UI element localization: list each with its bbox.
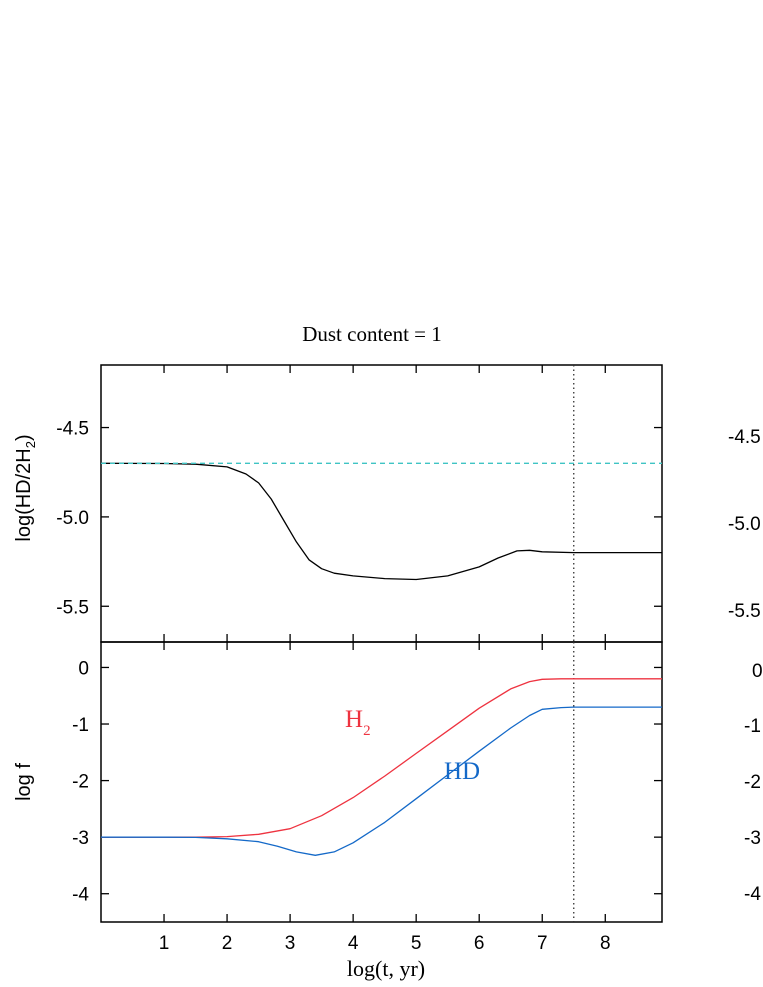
top-ratio-line [100, 462, 662, 581]
hd-series-label: HD [444, 758, 480, 785]
y-tick-label: 0 [78, 658, 89, 679]
second-column-y-tick-label: -2 [744, 772, 761, 793]
y-tick-label: -4 [72, 885, 89, 906]
h2-series-label: H2 [345, 706, 371, 739]
bottom-h2-line [101, 678, 662, 838]
second-column-y-tick-label: -1 [744, 716, 761, 737]
y-tick-label: -5.5 [56, 597, 89, 618]
x-tick-label: 2 [222, 933, 233, 954]
bottom-panel-frame [100, 641, 663, 923]
y-tick-label: -3 [72, 828, 89, 849]
y-tick-label: -5.0 [56, 508, 89, 529]
x-tick-label: 7 [537, 933, 548, 954]
bottom-ylabel: log f [13, 763, 35, 801]
top-ylabel: log(HD/2H2) [13, 434, 38, 541]
second-column-y-tick-label: -5.0 [728, 514, 761, 535]
second-column-y-tick-label: -4.5 [728, 427, 761, 448]
y-tick-label: -1 [72, 715, 89, 736]
x-tick-label: 3 [285, 933, 296, 954]
chart-title: Dust content = 1 [302, 322, 442, 346]
top-ylabel-base: log(HD/2H [13, 448, 35, 541]
top-panel: -4.5 -5.0 -5.5 [56, 364, 663, 643]
second-column-y-tick-label: -4 [744, 884, 761, 905]
second-column-y-tick-label: -3 [744, 828, 761, 849]
x-tick-label: 5 [411, 933, 422, 954]
y-tick-label: -4.5 [56, 419, 89, 440]
second-column-y-tick-label: -5.5 [728, 601, 761, 622]
svg-text:log f: log f [13, 763, 35, 801]
top-ylabel-close: ) [13, 434, 35, 441]
x-axis-label: log(t, yr) [347, 956, 425, 981]
svg-text:log(HD/2H2): log(HD/2H2) [13, 434, 38, 541]
y-tick-label: -2 [72, 772, 89, 793]
top-ylabel-sub: 2 [23, 441, 38, 448]
x-tick-label: 1 [159, 933, 170, 954]
x-tick-label: 4 [348, 933, 359, 954]
top-panel-frame [100, 364, 663, 643]
second-column-partial: -4.5 -5.0 -5.5 0 -1 -2 -3 -4 [728, 427, 763, 905]
x-tick-label: 8 [600, 933, 611, 954]
bottom-panel: 1 2 3 4 5 6 7 8 0 -1 -2 -3 -4 H2 HD [72, 641, 663, 954]
x-tick-label: 6 [474, 933, 485, 954]
bottom-hd-line [101, 706, 662, 856]
second-column-y-tick-label: 0 [752, 661, 763, 682]
